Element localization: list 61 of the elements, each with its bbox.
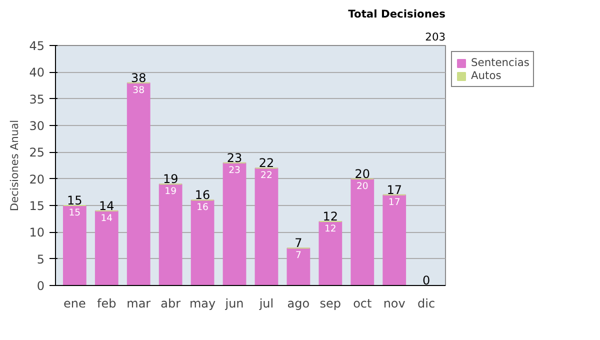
total-label: 16	[194, 188, 210, 202]
total-label: 15	[67, 194, 82, 208]
x-tick-label: ene	[63, 296, 86, 310]
data-label: 38	[132, 84, 145, 96]
x-tick-label: sep	[320, 296, 342, 310]
data-label: 19	[164, 186, 177, 198]
x-tick-label: dic	[418, 296, 436, 310]
y-tick-label: 20	[29, 172, 45, 186]
x-tick-label: mar	[126, 296, 151, 310]
bar	[254, 168, 278, 286]
bar	[350, 178, 374, 286]
y-tick-label: 10	[29, 226, 45, 240]
x-tick-label: oct	[353, 296, 372, 310]
x-tick-label: jul	[258, 296, 274, 310]
bar	[94, 210, 118, 286]
total-label: 7	[294, 236, 302, 250]
data-label: 22	[260, 170, 272, 182]
data-label: 7	[295, 250, 302, 262]
bar	[382, 194, 406, 286]
bar	[286, 248, 310, 286]
y-axis-title: Decisiones Anual	[8, 120, 22, 212]
y-tick-label: 0	[36, 279, 45, 293]
y-tick-label: 45	[29, 39, 45, 53]
y-tick-label: 40	[29, 66, 45, 80]
bar	[318, 221, 342, 286]
total-label: 19	[162, 172, 178, 186]
text: Total Decisiones	[348, 8, 446, 20]
total-label: 38	[130, 70, 146, 85]
text: 203	[425, 30, 446, 44]
x-tick-label: nov	[383, 296, 406, 310]
total-label: 23	[226, 150, 242, 165]
bar	[62, 205, 86, 286]
data-label: 20	[356, 180, 368, 192]
x-tick-label: feb	[97, 296, 116, 310]
total-label: 14	[99, 198, 114, 213]
data-label: 23	[228, 164, 241, 176]
bar	[222, 162, 246, 286]
x-tick-label: ago	[287, 296, 310, 310]
total-label: 22	[258, 156, 274, 170]
total-label: 20	[354, 166, 370, 181]
y-tick-label: 5	[36, 252, 45, 266]
data-label: 14	[100, 212, 113, 224]
y-tick-label: 35	[29, 92, 45, 106]
y-tick-label: 15	[29, 199, 45, 213]
legend-label: Sentencias	[471, 56, 530, 69]
bar	[190, 200, 214, 286]
y-tick-label: 25	[29, 146, 45, 160]
total-label: 17	[386, 182, 402, 197]
x-tick-label: abr	[160, 296, 181, 310]
y-tick-label: 30	[29, 119, 45, 133]
bar	[158, 184, 182, 286]
data-label: 15	[68, 208, 81, 218]
data-label: 16	[196, 202, 209, 214]
x-tick-label: jun	[224, 296, 244, 310]
total-label: 0	[422, 274, 430, 288]
data-label: 17	[388, 196, 400, 208]
bar	[126, 82, 150, 286]
x-tick-label: may	[189, 296, 216, 310]
total-label: 12	[322, 210, 338, 224]
legend-label: Autos	[471, 69, 502, 82]
data-label: 12	[324, 224, 336, 234]
